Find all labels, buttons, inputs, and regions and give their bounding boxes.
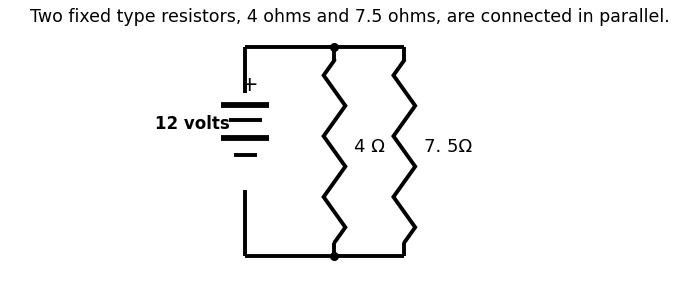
Text: 7. 5Ω: 7. 5Ω bbox=[424, 139, 472, 157]
Text: 4 Ω: 4 Ω bbox=[354, 139, 385, 157]
Text: +: + bbox=[241, 75, 259, 95]
Text: Two fixed type resistors, 4 ohms and 7.5 ohms, are connected in parallel.: Two fixed type resistors, 4 ohms and 7.5… bbox=[30, 8, 670, 26]
Text: 12 volts: 12 volts bbox=[155, 115, 230, 133]
